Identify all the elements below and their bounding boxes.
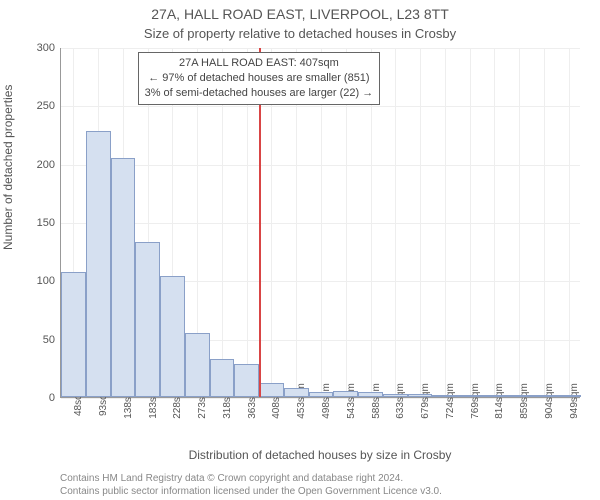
histogram-bar (210, 359, 235, 398)
histogram-bar (358, 392, 383, 397)
x-tick-label: 949sqm (569, 383, 580, 419)
chart-title-main: 27A, HALL ROAD EAST, LIVERPOOL, L23 8TT (0, 6, 600, 22)
x-tick-label: 724sqm (445, 383, 456, 419)
annotation-line: ← 97% of detached houses are smaller (85… (145, 71, 374, 86)
histogram-bar (234, 364, 259, 397)
chart-title-sub: Size of property relative to detached ho… (0, 26, 600, 41)
attribution-line-1: Contains HM Land Registry data © Crown c… (60, 472, 580, 485)
annotation-line: 27A HALL ROAD EAST: 407sqm (145, 56, 374, 71)
histogram-bar (507, 395, 532, 397)
gridline-v (569, 48, 570, 397)
histogram-bar (135, 242, 160, 397)
histogram-bar (284, 388, 309, 397)
histogram-bar (259, 383, 284, 397)
x-tick-label: 904sqm (544, 383, 555, 419)
attribution: Contains HM Land Registry data © Crown c… (60, 472, 580, 498)
gridline-v (519, 48, 520, 397)
gridline-v (494, 48, 495, 397)
x-tick-label: 769sqm (470, 383, 481, 419)
gridline-v (420, 48, 421, 397)
y-tick-label: 0 (49, 392, 55, 404)
histogram-bar (309, 392, 334, 397)
x-tick-label: 498sqm (321, 383, 332, 419)
histogram-bar (111, 158, 136, 397)
gridline-v (470, 48, 471, 397)
x-tick-label: 814sqm (494, 383, 505, 419)
y-tick-label: 250 (37, 100, 55, 112)
histogram-bar (383, 394, 408, 398)
histogram-bar (432, 395, 457, 397)
gridline-v (395, 48, 396, 397)
histogram-bar (408, 394, 433, 398)
annotation-line: 3% of semi-detached houses are larger (2… (145, 86, 374, 101)
histogram-bar (86, 131, 111, 397)
x-tick-label: 679sqm (420, 383, 431, 419)
histogram-bar (61, 272, 86, 397)
plot-area: 05010015020025030048sqm93sqm138sqm183sqm… (60, 48, 580, 398)
y-axis-label: Number of detached properties (1, 85, 15, 250)
histogram-bar (333, 391, 358, 397)
x-axis-label: Distribution of detached houses by size … (60, 448, 580, 462)
histogram-bar (556, 395, 581, 397)
y-tick-label: 50 (43, 334, 55, 346)
y-tick-label: 100 (37, 275, 55, 287)
chart-container: 27A, HALL ROAD EAST, LIVERPOOL, L23 8TT … (0, 0, 600, 500)
x-tick-label: 633sqm (395, 383, 406, 419)
annotation-box: 27A HALL ROAD EAST: 407sqm← 97% of detac… (138, 52, 381, 105)
gridline-v (544, 48, 545, 397)
gridline-v (445, 48, 446, 397)
attribution-line-2: Contains public sector information licen… (60, 485, 580, 498)
y-tick-label: 200 (37, 159, 55, 171)
y-tick-label: 150 (37, 217, 55, 229)
x-tick-label: 543sqm (346, 383, 357, 419)
x-tick-label: 588sqm (371, 383, 382, 419)
histogram-bar (457, 395, 482, 397)
histogram-bar (160, 276, 185, 397)
histogram-bar (185, 333, 210, 397)
histogram-bar (482, 395, 507, 397)
x-tick-label: 859sqm (519, 383, 530, 419)
histogram-bar (531, 395, 556, 397)
y-tick-label: 300 (37, 42, 55, 54)
